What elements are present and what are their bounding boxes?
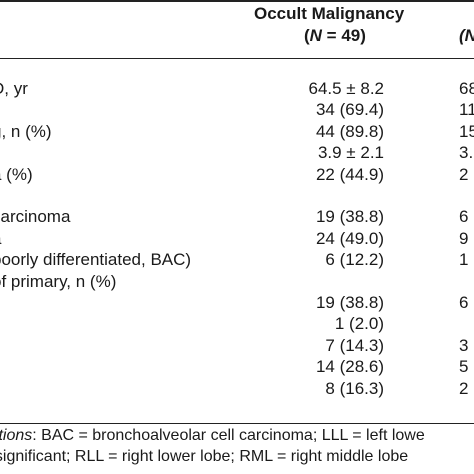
row-label: poorly differentiated, BAC) [0, 250, 192, 269]
row-value-occult: 14 (28.6) [315, 357, 384, 376]
table-top-rule [0, 0, 474, 2]
row-value-occult: 24 (49.0) [315, 229, 384, 248]
row-label: carcinoma [0, 207, 71, 226]
table-row: carcinoma 19 (38.8) 6 [0, 207, 474, 229]
footnote-line-1: iations: BAC = bronchoalveolar cell carc… [0, 427, 425, 444]
table-row: of primary, n (%) [0, 272, 474, 294]
row-value-second: 6 [459, 293, 469, 312]
header-rule [0, 58, 474, 59]
row-value-occult: 8 (16.3) [325, 379, 384, 398]
row-value-occult: 6 (12.2) [325, 250, 384, 269]
table-row: 34 (69.4) 11 [0, 100, 474, 122]
row-value-occult: 3.9 ± 2.1 [317, 143, 384, 162]
row-value-occult: 19 (38.8) [315, 293, 384, 312]
row-value-occult: 7 (14.3) [325, 336, 384, 355]
row-value-second: 6 [459, 207, 469, 226]
footnote-line-2: t significant; RLL = right lower lobe; R… [0, 448, 409, 465]
table-bottom-rule [0, 423, 474, 424]
row-value-occult: 44 (89.8) [315, 122, 384, 141]
table-row: 14 (28.6) 5 [0, 357, 474, 379]
table-row: 7 (14.3) 3 [0, 336, 474, 358]
table-row: a (%) 22 (44.9) 2 [0, 165, 474, 187]
row-value-second: 2 [459, 379, 469, 398]
row-value-second: 2 [459, 165, 469, 184]
row-label: a [0, 229, 1, 249]
row-value-occult: 64.5 ± 8.2 [308, 79, 385, 98]
table-row [0, 186, 474, 208]
row-value-second: 9 [459, 229, 469, 248]
table-row: D, yr 64.5 ± 8.2 68 [0, 79, 474, 101]
table-row: 19 (38.8) 6 [0, 293, 474, 315]
table-row: 8 (16.3) 2 [0, 379, 474, 401]
row-value-second: 3. [459, 143, 474, 162]
row-value-second: 15 [459, 122, 474, 141]
table-row: 1 (2.0) [0, 314, 474, 336]
row-value-occult: 34 (69.4) [315, 100, 384, 119]
column-header-title: Occult Malignancy [254, 4, 405, 23]
column-header-n: (N = 49) [304, 26, 366, 45]
row-value-second: 11 [459, 100, 474, 119]
row-label: g, n (%) [0, 122, 52, 141]
row-value-second: 5 [459, 357, 469, 376]
row-label: of primary, n (%) [0, 272, 117, 291]
column-header-occult-malignancy: Occult Malignancy [254, 4, 404, 24]
row-label: a (%) [0, 165, 33, 184]
row-value-occult: 1 (2.0) [334, 314, 384, 333]
row-value-second: 1 [459, 250, 469, 269]
table-row: a 24 (49.0) 9 [0, 229, 474, 251]
row-value-occult: 19 (38.8) [315, 207, 384, 226]
table-row: poorly differentiated, BAC) 6 (12.2) 1 [0, 250, 474, 272]
table-row: 3.9 ± 2.1 3. [0, 143, 474, 165]
row-value-second: 68 [459, 79, 474, 98]
column-header-second-fragment: (N [459, 26, 474, 45]
table-row: g, n (%) 44 (89.8) 15 [0, 122, 474, 144]
row-value-occult: 22 (44.9) [315, 165, 384, 184]
row-value-second: 3 [459, 336, 469, 355]
row-label: D, yr [0, 79, 28, 98]
